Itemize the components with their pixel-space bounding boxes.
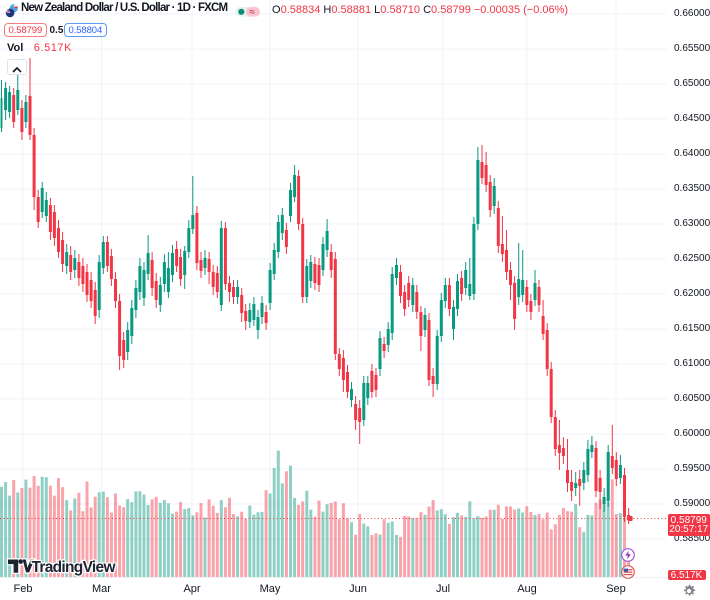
svg-text:TradingView: TradingView (32, 559, 117, 576)
svg-text:≈: ≈ (249, 7, 255, 18)
